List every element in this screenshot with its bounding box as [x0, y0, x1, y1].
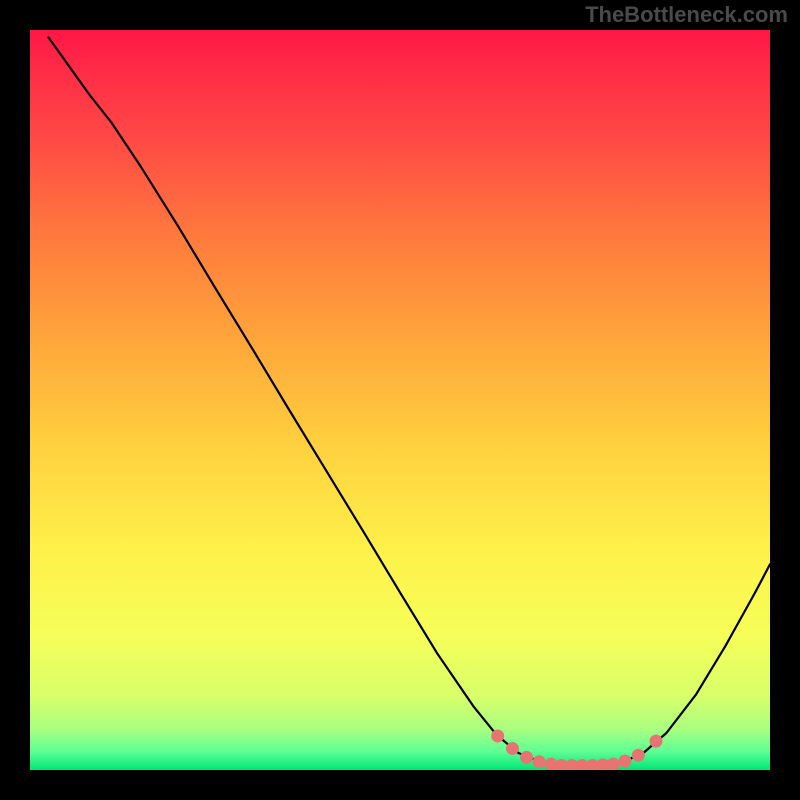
marker-dot: [491, 729, 504, 742]
plot-area: [30, 30, 770, 770]
marker-dot: [618, 755, 631, 768]
marker-dot: [650, 735, 663, 748]
marker-dot: [520, 751, 533, 764]
bottleneck-curve: [49, 37, 771, 765]
optimal-range-markers: [491, 729, 662, 770]
chart-container: TheBottleneck.com: [0, 0, 800, 800]
watermark-text: TheBottleneck.com: [585, 2, 788, 28]
marker-dot: [607, 758, 620, 770]
marker-dot: [506, 742, 519, 755]
chart-overlay: [30, 30, 770, 770]
marker-dot: [533, 755, 546, 768]
marker-dot: [632, 749, 645, 762]
